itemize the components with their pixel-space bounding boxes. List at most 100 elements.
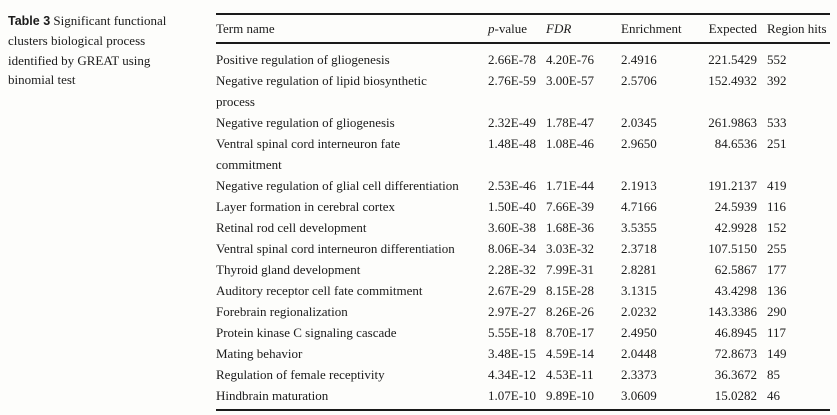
table-row: Auditory receptor cell fate commitment 2… (216, 280, 830, 301)
results-table-container: Term name p-value FDR Enrichment Expecte… (216, 13, 830, 411)
cell-enrichment: 2.0448 (621, 346, 657, 361)
cell-term: Regulation of female receptivity (216, 367, 385, 382)
cell-p-value: 2.67E-29 (488, 283, 537, 298)
cell-region-hits: 152 (767, 220, 787, 235)
cell-expected: 15.0282 (714, 388, 757, 403)
cell-term: Layer formation in cerebral cortex (216, 199, 396, 214)
p-value-italic-p: p (488, 20, 495, 36)
cell-term: Negative regulation of glial cell differ… (216, 178, 459, 193)
table-row: Thyroid gland development 2.28E-32 7.99E… (216, 259, 830, 280)
column-header-enrichment: Enrichment (621, 14, 699, 44)
table-caption-text: Significant functional clusters biologic… (8, 13, 167, 87)
cell-region-hits: 177 (767, 262, 787, 277)
cell-enrichment: 2.8281 (621, 262, 657, 277)
table-row: Negative regulation of gliogenesis 2.32E… (216, 112, 830, 133)
cell-expected: 107.5150 (708, 241, 757, 256)
cell-term: Auditory receptor cell fate commitment (216, 283, 423, 298)
column-header-fdr: FDR (546, 14, 621, 44)
cell-term: Negative regulation of lipid biosyntheti… (216, 73, 427, 109)
cell-expected: 261.9863 (708, 115, 757, 130)
cell-fdr: 4.59E-14 (546, 346, 595, 361)
table-row: Protein kinase C signaling cascade 5.55E… (216, 322, 830, 343)
cell-p-value: 2.28E-32 (488, 262, 537, 277)
cell-enrichment: 3.5355 (621, 220, 657, 235)
table-row: Positive regulation of gliogenesis 2.66E… (216, 43, 830, 70)
cell-p-value: 8.06E-34 (488, 241, 537, 256)
cell-region-hits: 255 (767, 241, 787, 256)
cell-p-value: 2.66E-78 (488, 52, 537, 67)
cell-enrichment: 2.9650 (621, 136, 657, 151)
cell-fdr: 4.53E-11 (546, 367, 594, 382)
column-header-region-hits: Region hits (757, 14, 830, 44)
table-row: Forebrain regionalization 2.97E-27 8.26E… (216, 301, 830, 322)
cell-enrichment: 2.0345 (621, 115, 657, 130)
cell-enrichment: 3.1315 (621, 283, 657, 298)
cell-term: Ventral spinal cord interneuron fate com… (216, 136, 401, 172)
table-row: Regulation of female receptivity 4.34E-1… (216, 364, 830, 385)
cell-fdr: 1.78E-47 (546, 115, 595, 130)
cell-fdr: 8.15E-28 (546, 283, 595, 298)
table-row: Hindbrain maturation 1.07E-10 9.89E-10 3… (216, 385, 830, 410)
table-row: Retinal rod cell development 3.60E-38 1.… (216, 217, 830, 238)
cell-term: Ventral spinal cord interneuron differen… (216, 241, 455, 256)
column-header-expected: Expected (699, 14, 757, 44)
table-body: Positive regulation of gliogenesis 2.66E… (216, 43, 830, 410)
column-header-p-value: p-value (488, 14, 546, 44)
cell-p-value: 1.50E-40 (488, 199, 537, 214)
table-header: Term name p-value FDR Enrichment Expecte… (216, 14, 830, 44)
cell-p-value: 3.60E-38 (488, 220, 537, 235)
cell-p-value: 5.55E-18 (488, 325, 537, 340)
cell-fdr: 1.71E-44 (546, 178, 595, 193)
results-table: Term name p-value FDR Enrichment Expecte… (216, 13, 830, 411)
cell-region-hits: 533 (767, 115, 787, 130)
cell-fdr: 3.03E-32 (546, 241, 595, 256)
cell-fdr: 7.66E-39 (546, 199, 595, 214)
cell-region-hits: 85 (767, 367, 780, 382)
cell-region-hits: 116 (767, 199, 787, 214)
cell-enrichment: 3.0609 (621, 388, 657, 403)
cell-region-hits: 419 (767, 178, 787, 193)
cell-term: Protein kinase C signaling cascade (216, 325, 397, 340)
cell-region-hits: 117 (767, 325, 787, 340)
cell-expected: 84.6536 (714, 136, 757, 151)
cell-region-hits: 46 (767, 388, 780, 403)
cell-expected: 72.8673 (714, 346, 757, 361)
cell-enrichment: 2.3373 (621, 367, 657, 382)
cell-fdr: 9.89E-10 (546, 388, 595, 403)
cell-region-hits: 392 (767, 73, 787, 88)
cell-region-hits: 552 (767, 52, 787, 67)
cell-term: Forebrain regionalization (216, 304, 348, 319)
cell-term: Positive regulation of gliogenesis (216, 52, 390, 67)
cell-expected: 62.5867 (714, 262, 757, 277)
cell-expected: 43.4298 (714, 283, 757, 298)
cell-fdr: 8.26E-26 (546, 304, 595, 319)
cell-fdr: 3.00E-57 (546, 73, 595, 88)
cell-enrichment: 2.0232 (621, 304, 657, 319)
cell-expected: 46.8945 (714, 325, 757, 340)
cell-fdr: 1.08E-46 (546, 136, 595, 151)
cell-enrichment: 2.3718 (621, 241, 657, 256)
cell-expected: 143.3386 (708, 304, 757, 319)
table-row: Ventral spinal cord interneuron differen… (216, 238, 830, 259)
cell-region-hits: 149 (767, 346, 787, 361)
cell-expected: 42.9928 (714, 220, 757, 235)
cell-term: Retinal rod cell development (216, 220, 367, 235)
cell-term: Hindbrain maturation (216, 388, 329, 403)
cell-expected: 36.3672 (714, 367, 757, 382)
table-caption-label: Table 3 (8, 14, 51, 28)
cell-term: Mating behavior (216, 346, 303, 361)
cell-p-value: 2.76E-59 (488, 73, 537, 88)
cell-term: Thyroid gland development (216, 262, 361, 277)
table-row: Mating behavior 3.48E-15 4.59E-14 2.0448… (216, 343, 830, 364)
header-row: Term name p-value FDR Enrichment Expecte… (216, 14, 830, 44)
cell-p-value: 2.97E-27 (488, 304, 537, 319)
cell-p-value: 4.34E-12 (488, 367, 537, 382)
cell-p-value: 3.48E-15 (488, 346, 537, 361)
column-header-term: Term name (216, 14, 488, 44)
cell-expected: 24.5939 (714, 199, 757, 214)
p-value-rest: -value (494, 20, 527, 36)
cell-fdr: 4.20E-76 (546, 52, 595, 67)
cell-fdr: 8.70E-17 (546, 325, 595, 340)
cell-fdr: 1.68E-36 (546, 220, 595, 235)
